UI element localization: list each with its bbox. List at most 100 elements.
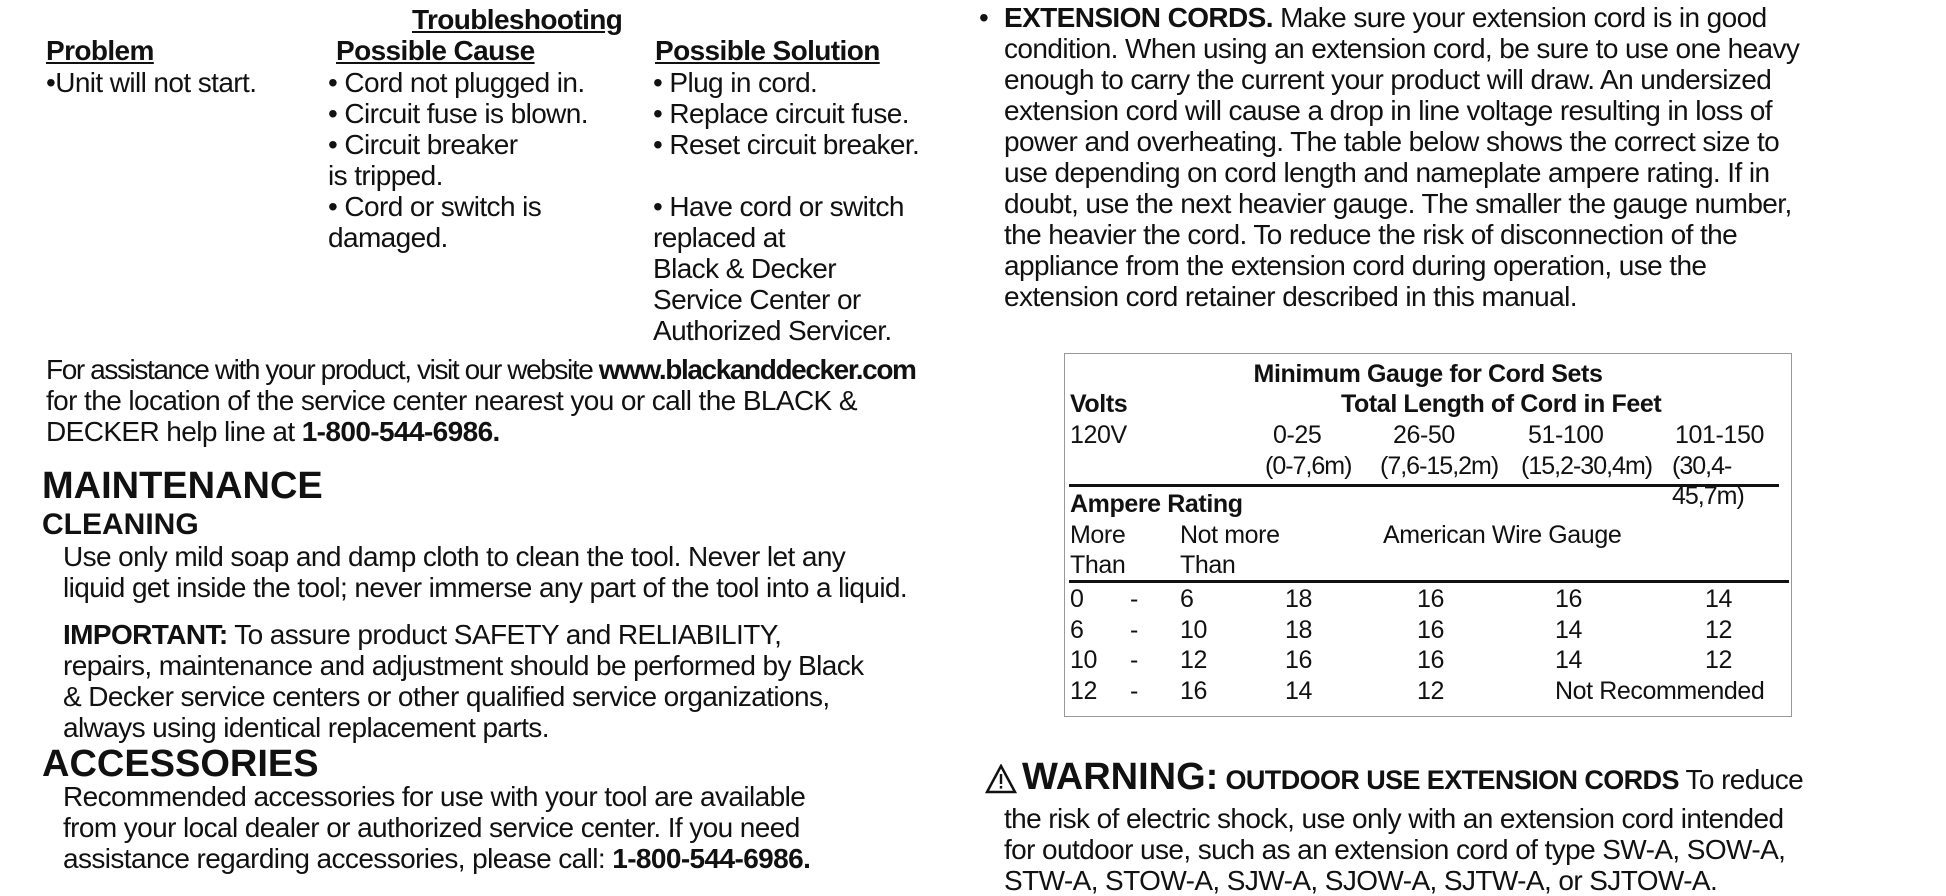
gauge-cell: 16 bbox=[1417, 646, 1445, 674]
length-ft: 51-100 bbox=[1528, 421, 1604, 449]
row-to: 10 bbox=[1180, 615, 1208, 644]
warning-line: the risk of electric shock, use only wit… bbox=[1004, 803, 1784, 834]
cause-line: • Cord or switch is bbox=[328, 191, 542, 222]
cause-line: • Circuit fuse is blown. bbox=[328, 98, 589, 129]
not-more-than-label: Not more Than bbox=[1180, 520, 1280, 580]
warning-line: for outdoor use, such as an extension co… bbox=[1004, 834, 1786, 865]
important-label: IMPORTANT: bbox=[63, 619, 228, 650]
accessories-line: from your local dealer or authorized ser… bbox=[63, 812, 800, 843]
gauge-cell: 14 bbox=[1555, 646, 1583, 674]
length-m: (7,6-15,2m) bbox=[1380, 452, 1499, 480]
divider bbox=[1069, 580, 1789, 583]
gauge-cell: 16 bbox=[1555, 585, 1583, 613]
important-line: repairs, maintenance and adjustment shou… bbox=[63, 650, 864, 681]
extension-line: the heavier the cord. To reduce the risk… bbox=[1004, 219, 1738, 250]
row-dash: - bbox=[1130, 615, 1138, 644]
extension-line: power and overheating. The table below s… bbox=[1004, 126, 1780, 157]
label-line: Than bbox=[1070, 551, 1126, 579]
solution-line: Authorized Servicer. bbox=[653, 315, 892, 346]
accessories-line: assistance regarding accessories, please… bbox=[63, 843, 613, 874]
gauge-cell: 12 bbox=[1417, 676, 1445, 705]
more-than-label: More Than bbox=[1070, 520, 1126, 580]
volts-value: 120V bbox=[1070, 421, 1127, 449]
solution-line: • Reset circuit breaker. bbox=[653, 129, 920, 160]
length-m: (0-7,6m) bbox=[1265, 452, 1352, 480]
accessories-line: Recommended accessories for use with you… bbox=[63, 781, 806, 812]
gauge-cell: 18 bbox=[1285, 615, 1313, 644]
header-possible-cause: Possible Cause bbox=[336, 35, 535, 66]
cause-line: • Circuit breaker bbox=[328, 129, 518, 160]
solution-line: Black & Decker bbox=[653, 253, 837, 284]
length-m: (15,2-30,4m) bbox=[1521, 452, 1653, 480]
extension-cords-paragraph: EXTENSION CORDS. Make sure your extensio… bbox=[1004, 2, 1944, 312]
assistance-text: For assistance with your product, visit … bbox=[46, 354, 599, 385]
warning-paragraph: WARNING: OUTDOOR USE EXTENSION CORDS To … bbox=[1022, 758, 1942, 796]
header-possible-solution: Possible Solution bbox=[655, 35, 880, 66]
cleaning-line: Use only mild soap and damp cloth to cle… bbox=[63, 541, 846, 572]
website-link[interactable]: www.blackanddecker.com bbox=[598, 354, 917, 385]
label-line: Than bbox=[1180, 551, 1236, 579]
label-line: More bbox=[1070, 521, 1126, 549]
length-ft: 26-50 bbox=[1393, 421, 1455, 449]
assistance-paragraph: For assistance with your product, visit … bbox=[46, 354, 976, 447]
row-from: 10 bbox=[1070, 646, 1098, 674]
warning-triangle-icon bbox=[984, 763, 1018, 800]
solution-line: • Plug in cord. bbox=[653, 67, 818, 98]
problem-text: •Unit will not start. bbox=[46, 67, 257, 98]
awg-label: American Wire Gauge bbox=[1383, 521, 1622, 549]
cleaning-text: Use only mild soap and damp cloth to cle… bbox=[63, 541, 908, 603]
cause-line: is tripped. bbox=[328, 160, 443, 191]
gauge-cell: 14 bbox=[1705, 585, 1733, 613]
cause-line: • Cord not plugged in. bbox=[328, 67, 585, 98]
volts-label: Volts bbox=[1070, 390, 1128, 418]
causes-list: • Cord not plugged in. • Circuit fuse is… bbox=[328, 67, 589, 253]
important-line: & Decker service centers or other qualif… bbox=[63, 681, 830, 712]
solution-line: • Replace circuit fuse. bbox=[653, 98, 910, 129]
row-from: 0 bbox=[1070, 585, 1084, 613]
extension-line: enough to carry the current your product… bbox=[1004, 64, 1772, 95]
extension-line: use depending on cord length and namepla… bbox=[1004, 157, 1770, 188]
gauge-cell: 18 bbox=[1285, 585, 1313, 613]
cleaning-line: liquid get inside the tool; never immers… bbox=[63, 572, 908, 603]
assistance-text: DECKER help line at bbox=[46, 416, 302, 447]
helpline-phone: 1-800-544-6986. bbox=[301, 416, 501, 447]
important-text: IMPORTANT: To assure product SAFETY and … bbox=[63, 619, 864, 743]
solutions-list: • Plug in cord. • Replace circuit fuse. … bbox=[653, 67, 920, 346]
accessories-phone: 1-800-544-6986. bbox=[612, 843, 811, 874]
row-to: 6 bbox=[1180, 585, 1194, 613]
warning-label: WARNING: bbox=[1022, 756, 1219, 798]
warning-subtitle: OUTDOOR USE EXTENSION CORDS bbox=[1225, 765, 1680, 795]
extension-line: Make sure your extension cord is in good bbox=[1272, 2, 1767, 33]
warning-line: To reduce bbox=[1678, 764, 1804, 795]
cleaning-heading: CLEANING bbox=[42, 508, 199, 541]
solution-line bbox=[653, 160, 919, 191]
bullet: • bbox=[979, 2, 989, 33]
gauge-cell: 14 bbox=[1555, 615, 1583, 644]
gauge-cell: 12 bbox=[1705, 615, 1733, 644]
label-line: Not more bbox=[1180, 521, 1280, 549]
gauge-cell: 16 bbox=[1285, 646, 1313, 674]
length-ft: 101-150 bbox=[1675, 421, 1764, 449]
ampere-label: Ampere Rating bbox=[1070, 490, 1243, 518]
extension-line: extension cord retainer described in thi… bbox=[1004, 281, 1578, 312]
row-from: 6 bbox=[1070, 615, 1084, 644]
solution-line: replaced at bbox=[653, 222, 786, 253]
maintenance-heading: MAINTENANCE bbox=[42, 465, 323, 507]
important-line: always using identical replacement parts… bbox=[63, 712, 549, 743]
extension-line: extension cord will cause a drop in line… bbox=[1004, 95, 1773, 126]
gauge-cell: Not Recommended bbox=[1555, 676, 1765, 705]
gauge-cell: 12 bbox=[1705, 646, 1733, 674]
accessories-heading: ACCESSORIES bbox=[42, 743, 319, 785]
header-problem: Problem bbox=[46, 35, 154, 66]
row-dash: - bbox=[1130, 646, 1138, 674]
length-m: (30,4-45,7m) bbox=[1672, 452, 1745, 510]
warning-body: the risk of electric shock, use only wit… bbox=[1004, 803, 1786, 896]
gauge-cell: 14 bbox=[1285, 676, 1313, 705]
important-line: To assure product SAFETY and RELIABILITY… bbox=[227, 619, 782, 650]
solution-line: • Have cord or switch bbox=[653, 191, 904, 222]
accessories-text: Recommended accessories for use with you… bbox=[63, 781, 811, 874]
length-ft: 0-25 bbox=[1273, 421, 1322, 449]
troubleshooting-title: Troubleshooting bbox=[412, 4, 623, 35]
cause-line: damaged. bbox=[328, 222, 448, 253]
extension-cords-label: EXTENSION CORDS. bbox=[1004, 2, 1273, 33]
